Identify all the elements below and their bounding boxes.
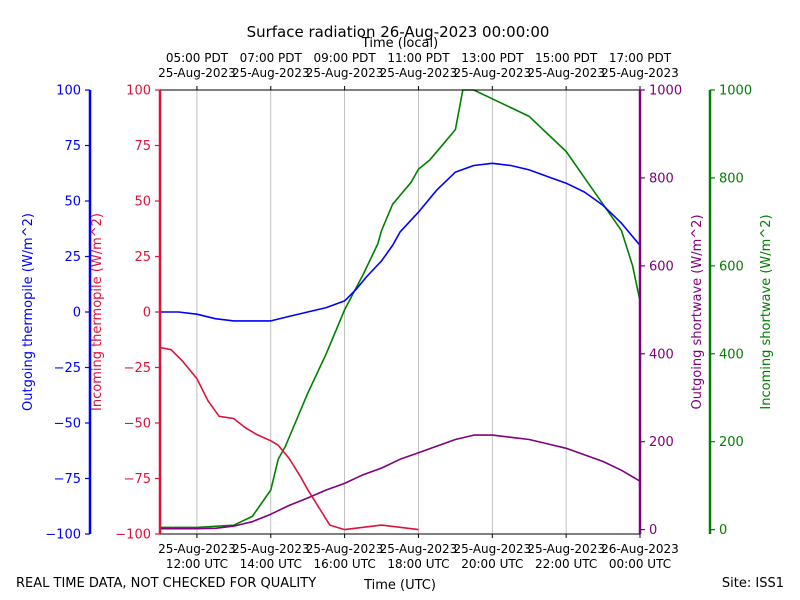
quality-disclaimer: REAL TIME DATA, NOT CHECKED FOR QUALITY xyxy=(16,576,317,591)
y-axis-label-in_sw: Incoming shortwave (W/m^2) xyxy=(759,214,774,409)
y-axis-label-out_sw: Outgoing shortwave (W/m^2) xyxy=(690,214,705,409)
x-tick-label: 25-Aug-2023 xyxy=(453,542,531,556)
top-tick-label: 09:00 PDT xyxy=(314,51,377,65)
top-tick-label: 13:00 PDT xyxy=(461,51,524,65)
y-tick-label: −50 xyxy=(54,417,81,432)
x-axis-label: Time (UTC) xyxy=(363,578,436,593)
x-tick-label: 22:00 UTC xyxy=(535,557,597,571)
y-tick-label: −100 xyxy=(45,528,81,543)
series-line-out_thermo xyxy=(160,162,641,322)
y-tick-label: −50 xyxy=(124,417,151,432)
top-tick-label: 25-Aug-2023 xyxy=(527,66,605,80)
x-tick-label: 25-Aug-2023 xyxy=(527,542,605,556)
top-tick-label: 25-Aug-2023 xyxy=(380,66,458,80)
y-tick-label: 800 xyxy=(719,171,744,186)
y-tick-label: 200 xyxy=(719,435,744,450)
x-tick-label: 26-Aug-2023 xyxy=(601,542,679,556)
x-tick-label: 18:00 UTC xyxy=(387,557,449,571)
x-tick-label: 25-Aug-2023 xyxy=(306,542,384,556)
x-tick-label: 25-Aug-2023 xyxy=(158,542,236,556)
x-tick-label: 25-Aug-2023 xyxy=(380,542,458,556)
top-tick-label: 07:00 PDT xyxy=(240,51,303,65)
x-tick-label: 00:00 UTC xyxy=(609,557,671,571)
series-line-out_sw xyxy=(160,434,641,530)
y-tick-label: 800 xyxy=(649,171,674,186)
y-tick-label: 400 xyxy=(719,347,744,362)
series-line-in_sw xyxy=(160,89,641,529)
y-tick-label: 600 xyxy=(649,259,674,274)
top-axis-label: Time (local) xyxy=(361,36,438,51)
top-tick-label: 17:00 PDT xyxy=(609,51,672,65)
y-tick-label: 75 xyxy=(134,139,151,154)
y-tick-label: 50 xyxy=(134,195,151,210)
y-tick-label: −75 xyxy=(124,472,151,487)
x-tick-label: 14:00 UTC xyxy=(240,557,302,571)
gridlines xyxy=(196,90,567,534)
series-line-in_thermo xyxy=(159,346,419,531)
chart-title: Surface radiation 26-Aug-2023 00:00:00 xyxy=(247,23,550,41)
top-tick-label: 25-Aug-2023 xyxy=(232,66,310,80)
y-tick-label: 0 xyxy=(719,523,727,538)
top-tick-label: 05:00 PDT xyxy=(166,51,229,65)
y-tick-label: −100 xyxy=(115,528,151,543)
y-tick-label: 200 xyxy=(649,435,674,450)
y-tick-label: 25 xyxy=(64,250,81,265)
x-tick-label: 20:00 UTC xyxy=(461,557,523,571)
y-tick-label: 50 xyxy=(64,195,81,210)
top-tick-label: 25-Aug-2023 xyxy=(453,66,531,80)
top-tick-label: 15:00 PDT xyxy=(535,51,598,65)
x-tick-label: 12:00 UTC xyxy=(166,557,228,571)
y-tick-label: 100 xyxy=(56,84,81,99)
y-tick-label: −25 xyxy=(54,361,81,376)
site-label: Site: ISS1 xyxy=(721,576,784,591)
y-tick-label: 100 xyxy=(126,84,151,99)
x-tick-label: 25-Aug-2023 xyxy=(232,542,310,556)
y-tick-label: 75 xyxy=(64,139,81,154)
y-axis-label-out_thermo: Outgoing thermopile (W/m^2) xyxy=(21,213,36,411)
y-tick-label: 0 xyxy=(73,306,81,321)
y-tick-label: 0 xyxy=(143,306,151,321)
y-tick-label: 400 xyxy=(649,347,674,362)
y-tick-label: −25 xyxy=(124,361,151,376)
top-tick-label: 11:00 PDT xyxy=(387,51,450,65)
top-tick-label: 25-Aug-2023 xyxy=(158,66,236,80)
y-axis-label-in_thermo: Incoming thermopile (W/m^2) xyxy=(90,213,105,411)
y-tick-label: 1000 xyxy=(719,84,752,99)
top-tick-label: 25-Aug-2023 xyxy=(306,66,384,80)
y-tick-label: 1000 xyxy=(649,84,682,99)
series-group xyxy=(159,89,641,531)
top-tick-label: 25-Aug-2023 xyxy=(601,66,679,80)
y-tick-label: 25 xyxy=(134,250,151,265)
y-tick-label: 0 xyxy=(649,523,657,538)
y-tick-label: −75 xyxy=(54,472,81,487)
y-tick-label: 600 xyxy=(719,259,744,274)
x-tick-label: 16:00 UTC xyxy=(314,557,376,571)
